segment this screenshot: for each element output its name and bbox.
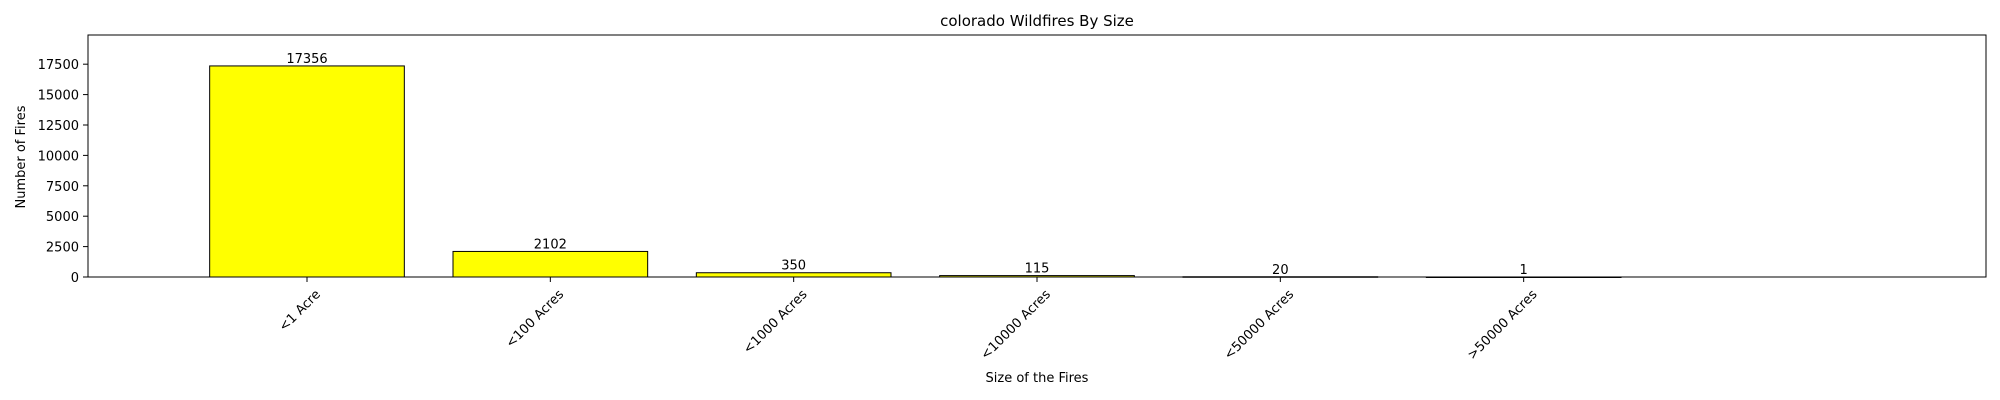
x-tick-label: <1 Acre: [276, 287, 323, 334]
x-tick-label: >50000 Acres: [1465, 287, 1541, 363]
bar: [209, 65, 405, 278]
bar-value-label: 1: [1520, 263, 1528, 278]
bar-value-label: 20: [1272, 263, 1289, 278]
y-tick-label: 5000: [46, 210, 79, 225]
chart-title: colorado Wildfires By Size: [940, 12, 1134, 30]
plot-area: 0 2500 5000 7500 10000 12500 15000 17500 17356 <1…: [38, 34, 1987, 363]
bar-value-label: 17356: [286, 52, 327, 67]
x-tick-label: <50000 Acres: [1221, 287, 1297, 363]
x-axis-title: Size of the Fires: [986, 371, 1089, 386]
x-tick-label: <10000 Acres: [978, 287, 1054, 363]
y-tick-label: 15000: [38, 89, 79, 104]
y-tick-label: 10000: [38, 149, 79, 164]
y-tick-label: 2500: [46, 241, 79, 256]
y-axis-title: Number of Fires: [14, 105, 29, 208]
bar-value-label: 350: [781, 259, 806, 274]
x-tick-label: <100 Acres: [503, 287, 567, 351]
y-tick-label: 12500: [38, 119, 79, 134]
bar-value-label: 2102: [534, 237, 567, 252]
y-tick-label: 7500: [46, 180, 79, 195]
y-tick-label: 0: [71, 271, 79, 286]
y-tick-label: 17500: [38, 58, 79, 73]
bar-value-label: 115: [1025, 262, 1050, 277]
bar: [452, 250, 649, 278]
x-tick-label: <1000 Acres: [741, 287, 811, 357]
